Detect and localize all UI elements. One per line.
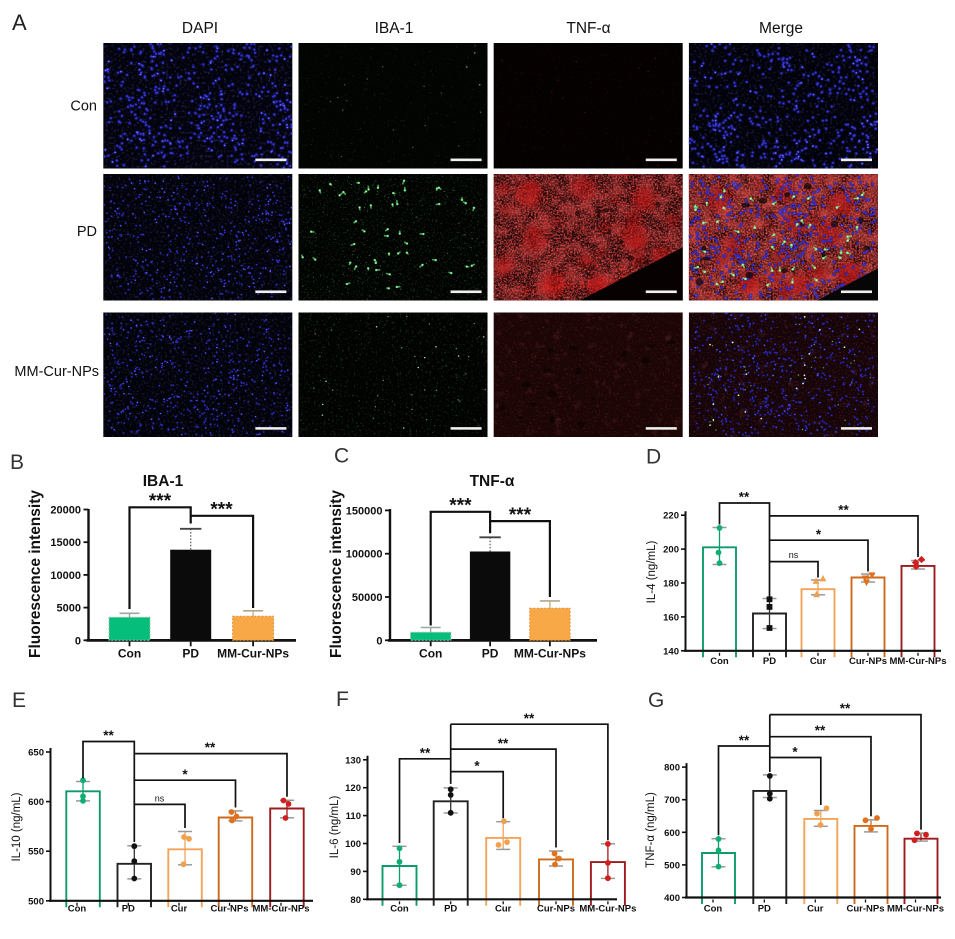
- svg-text:**: **: [739, 490, 750, 505]
- svg-text:**: **: [205, 740, 216, 755]
- svg-text:10000: 10000: [50, 570, 81, 582]
- svg-text:Con: Con: [704, 904, 723, 915]
- svg-text:Con: Con: [118, 647, 141, 661]
- svg-text:MM-Cur-NPs: MM-Cur-NPs: [253, 904, 310, 915]
- svg-text:0: 0: [75, 635, 81, 647]
- svg-text:200: 200: [663, 545, 679, 556]
- svg-text:Con: Con: [710, 656, 729, 667]
- svg-text:MM-Cur-NPs: MM-Cur-NPs: [887, 904, 944, 915]
- svg-text:Cur-NPs: Cur-NPs: [846, 904, 884, 915]
- svg-text:DAPI: DAPI: [182, 20, 218, 37]
- svg-text:100: 100: [345, 839, 361, 850]
- svg-text:E: E: [12, 689, 26, 712]
- svg-text:IBA-1: IBA-1: [375, 20, 414, 37]
- svg-text:**: **: [815, 723, 826, 738]
- svg-text:Con: Con: [419, 647, 442, 661]
- svg-text:IL-6 (ng/mL): IL-6 (ng/mL): [329, 796, 341, 859]
- svg-text:MM-Cur-NPs: MM-Cur-NPs: [217, 647, 289, 661]
- svg-text:A: A: [12, 10, 27, 35]
- svg-text:15000: 15000: [50, 537, 81, 549]
- svg-text:Con: Con: [390, 904, 409, 915]
- svg-text:***: ***: [449, 496, 472, 517]
- svg-text:Con: Con: [68, 904, 87, 915]
- svg-text:*: *: [816, 527, 822, 542]
- svg-text:G: G: [648, 689, 664, 712]
- svg-text:Cur: Cur: [807, 904, 824, 915]
- svg-text:Cur: Cur: [810, 656, 827, 667]
- svg-text:Cur: Cur: [495, 904, 512, 915]
- svg-text:0: 0: [376, 635, 382, 647]
- svg-text:180: 180: [663, 579, 679, 590]
- svg-text:600: 600: [664, 828, 680, 839]
- svg-text:***: ***: [210, 500, 233, 521]
- svg-text:Con: Con: [70, 99, 97, 115]
- svg-text:**: **: [103, 728, 114, 743]
- svg-text:PD: PD: [763, 656, 776, 667]
- svg-text:20000: 20000: [50, 505, 81, 517]
- svg-text:130: 130: [345, 755, 361, 766]
- svg-text:Cur-NPs: Cur-NPs: [849, 656, 887, 667]
- svg-text:B: B: [10, 451, 24, 474]
- svg-text:MM-Cur-NPs: MM-Cur-NPs: [890, 656, 947, 667]
- svg-text:800: 800: [664, 763, 680, 774]
- svg-text:80: 80: [350, 895, 361, 906]
- svg-text:700: 700: [664, 795, 680, 806]
- svg-text:IL-10 (ng/mL): IL-10 (ng/mL): [11, 792, 23, 861]
- svg-text:**: **: [498, 736, 509, 751]
- svg-text:90: 90: [350, 867, 361, 878]
- svg-text:***: ***: [149, 491, 172, 512]
- svg-text:500: 500: [664, 860, 680, 871]
- svg-text:Fluorescence intensity: Fluorescence intensity: [328, 490, 345, 658]
- svg-text:*: *: [792, 744, 798, 759]
- svg-text:Fluorescence intensity: Fluorescence intensity: [27, 490, 44, 658]
- svg-text:160: 160: [663, 612, 679, 623]
- svg-text:**: **: [838, 503, 849, 518]
- svg-text:TNF-α: TNF-α: [470, 473, 515, 490]
- svg-text:PD: PD: [182, 647, 199, 661]
- svg-text:ns: ns: [155, 793, 165, 803]
- svg-text:*: *: [474, 758, 480, 773]
- svg-text:**: **: [420, 745, 431, 760]
- svg-text:**: **: [840, 701, 851, 716]
- svg-text:TNF-α (ng/mL): TNF-α (ng/mL): [645, 792, 657, 868]
- svg-text:ns: ns: [789, 550, 799, 560]
- svg-text:C: C: [334, 445, 349, 468]
- svg-text:150000: 150000: [346, 505, 383, 517]
- svg-text:PD: PD: [122, 904, 135, 915]
- svg-text:***: ***: [509, 505, 532, 526]
- svg-text:Cur: Cur: [171, 904, 188, 915]
- svg-text:220: 220: [663, 511, 679, 522]
- svg-text:F: F: [336, 688, 349, 711]
- svg-text:5000: 5000: [57, 603, 81, 615]
- svg-text:IBA-1: IBA-1: [143, 473, 184, 490]
- svg-text:*: *: [182, 767, 188, 782]
- svg-text:400: 400: [664, 893, 680, 904]
- svg-text:PD: PD: [77, 224, 97, 240]
- svg-text:TNF-α: TNF-α: [566, 20, 610, 37]
- svg-text:MM-Cur-NPs: MM-Cur-NPs: [514, 647, 586, 661]
- svg-text:MM-Cur-NPs: MM-Cur-NPs: [579, 904, 636, 915]
- svg-text:D: D: [646, 446, 661, 469]
- svg-text:PD: PD: [482, 647, 499, 661]
- svg-text:**: **: [739, 733, 750, 748]
- svg-text:Cur-NPs: Cur-NPs: [210, 904, 248, 915]
- svg-text:650: 650: [28, 748, 44, 759]
- svg-text:PD: PD: [758, 904, 771, 915]
- svg-text:600: 600: [28, 797, 44, 808]
- svg-text:Cur-NPs: Cur-NPs: [537, 904, 575, 915]
- svg-text:**: **: [524, 711, 535, 726]
- svg-text:IL-4 (ng/mL): IL-4 (ng/mL): [646, 541, 658, 604]
- svg-text:110: 110: [346, 811, 361, 822]
- svg-text:Merge: Merge: [759, 20, 803, 37]
- svg-text:500: 500: [28, 896, 44, 907]
- svg-text:50000: 50000: [352, 592, 383, 604]
- svg-text:140: 140: [663, 646, 679, 657]
- svg-text:MM-Cur-NPs: MM-Cur-NPs: [14, 364, 99, 380]
- svg-text:100000: 100000: [346, 549, 383, 561]
- svg-text:550: 550: [28, 847, 44, 858]
- svg-text:120: 120: [345, 783, 361, 794]
- svg-text:PD: PD: [444, 904, 457, 915]
